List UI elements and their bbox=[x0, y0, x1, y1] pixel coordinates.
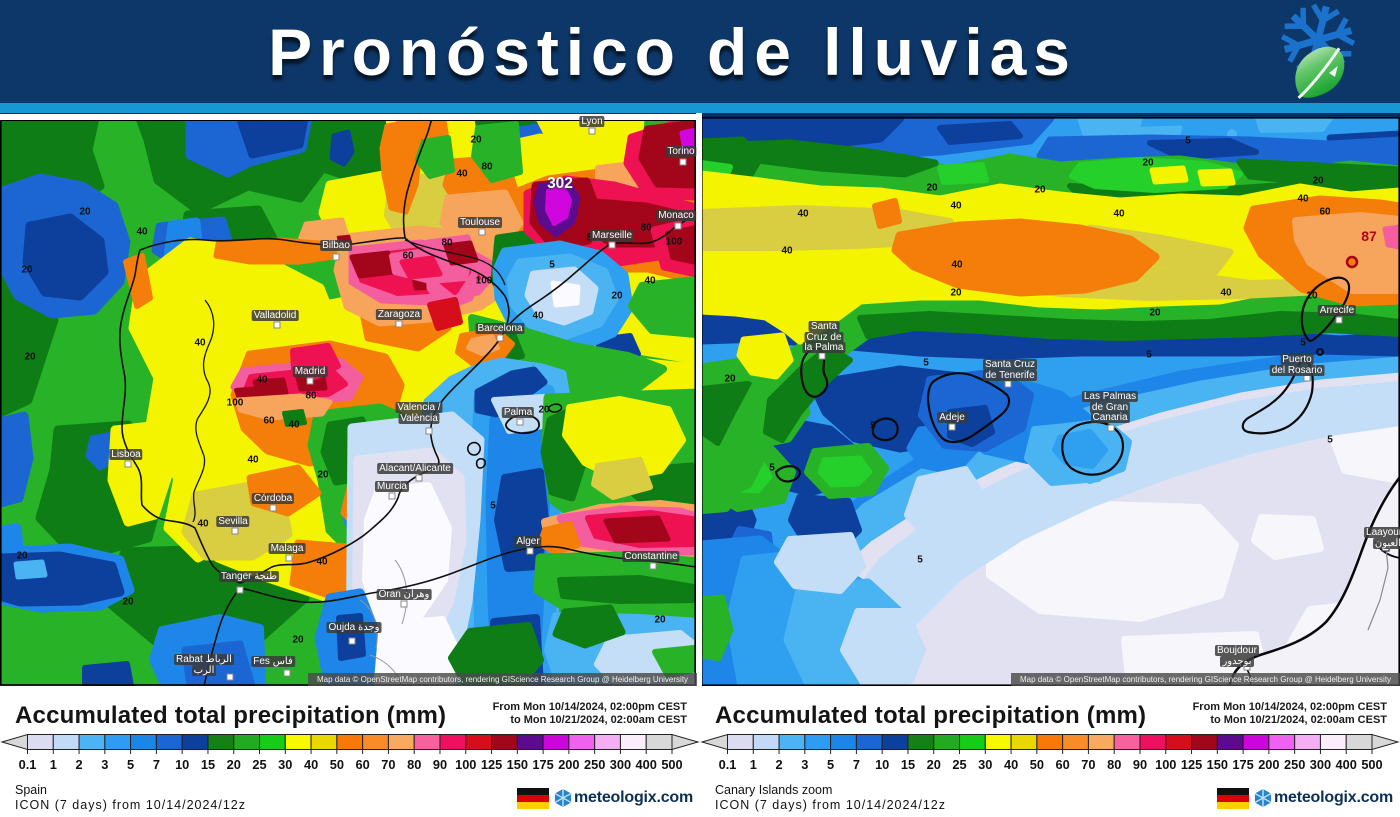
svg-text:80: 80 bbox=[1107, 757, 1121, 772]
svg-text:15: 15 bbox=[201, 757, 215, 772]
svg-text:2: 2 bbox=[775, 757, 782, 772]
svg-text:500: 500 bbox=[1361, 757, 1382, 772]
svg-text:400: 400 bbox=[636, 757, 657, 772]
svg-text:5: 5 bbox=[827, 757, 834, 772]
svg-text:90: 90 bbox=[433, 757, 447, 772]
svg-text:125: 125 bbox=[481, 757, 502, 772]
svg-text:100: 100 bbox=[1155, 757, 1176, 772]
svg-text:90: 90 bbox=[1133, 757, 1147, 772]
svg-text:0.1: 0.1 bbox=[19, 757, 37, 772]
svg-text:25: 25 bbox=[252, 757, 266, 772]
svg-text:10: 10 bbox=[175, 757, 189, 772]
svg-text:60: 60 bbox=[356, 757, 370, 772]
svg-text:60: 60 bbox=[1056, 757, 1070, 772]
svg-text:10: 10 bbox=[875, 757, 889, 772]
svg-text:150: 150 bbox=[1207, 757, 1228, 772]
svg-text:30: 30 bbox=[278, 757, 292, 772]
svg-text:200: 200 bbox=[558, 757, 579, 772]
svg-text:70: 70 bbox=[1081, 757, 1095, 772]
svg-text:200: 200 bbox=[1258, 757, 1279, 772]
svg-text:30: 30 bbox=[978, 757, 992, 772]
svg-text:7: 7 bbox=[853, 757, 860, 772]
svg-text:300: 300 bbox=[1310, 757, 1331, 772]
svg-text:7: 7 bbox=[153, 757, 160, 772]
svg-text:175: 175 bbox=[1232, 757, 1253, 772]
svg-text:125: 125 bbox=[1181, 757, 1202, 772]
svg-text:400: 400 bbox=[1336, 757, 1357, 772]
svg-text:150: 150 bbox=[507, 757, 528, 772]
svg-text:80: 80 bbox=[407, 757, 421, 772]
svg-text:25: 25 bbox=[952, 757, 966, 772]
svg-text:20: 20 bbox=[227, 757, 241, 772]
svg-text:20: 20 bbox=[927, 757, 941, 772]
svg-text:50: 50 bbox=[1030, 757, 1044, 772]
svg-text:300: 300 bbox=[610, 757, 631, 772]
svg-text:250: 250 bbox=[584, 757, 605, 772]
svg-text:1: 1 bbox=[50, 757, 57, 772]
svg-text:100: 100 bbox=[455, 757, 476, 772]
svg-text:50: 50 bbox=[330, 757, 344, 772]
svg-text:40: 40 bbox=[304, 757, 318, 772]
svg-text:3: 3 bbox=[801, 757, 808, 772]
svg-text:3: 3 bbox=[101, 757, 108, 772]
svg-text:5: 5 bbox=[127, 757, 134, 772]
svg-text:500: 500 bbox=[661, 757, 682, 772]
svg-text:250: 250 bbox=[1284, 757, 1305, 772]
svg-text:1: 1 bbox=[750, 757, 757, 772]
svg-text:175: 175 bbox=[532, 757, 553, 772]
svg-text:15: 15 bbox=[901, 757, 915, 772]
svg-text:0.1: 0.1 bbox=[719, 757, 737, 772]
svg-text:40: 40 bbox=[1004, 757, 1018, 772]
svg-text:70: 70 bbox=[381, 757, 395, 772]
svg-text:2: 2 bbox=[75, 757, 82, 772]
